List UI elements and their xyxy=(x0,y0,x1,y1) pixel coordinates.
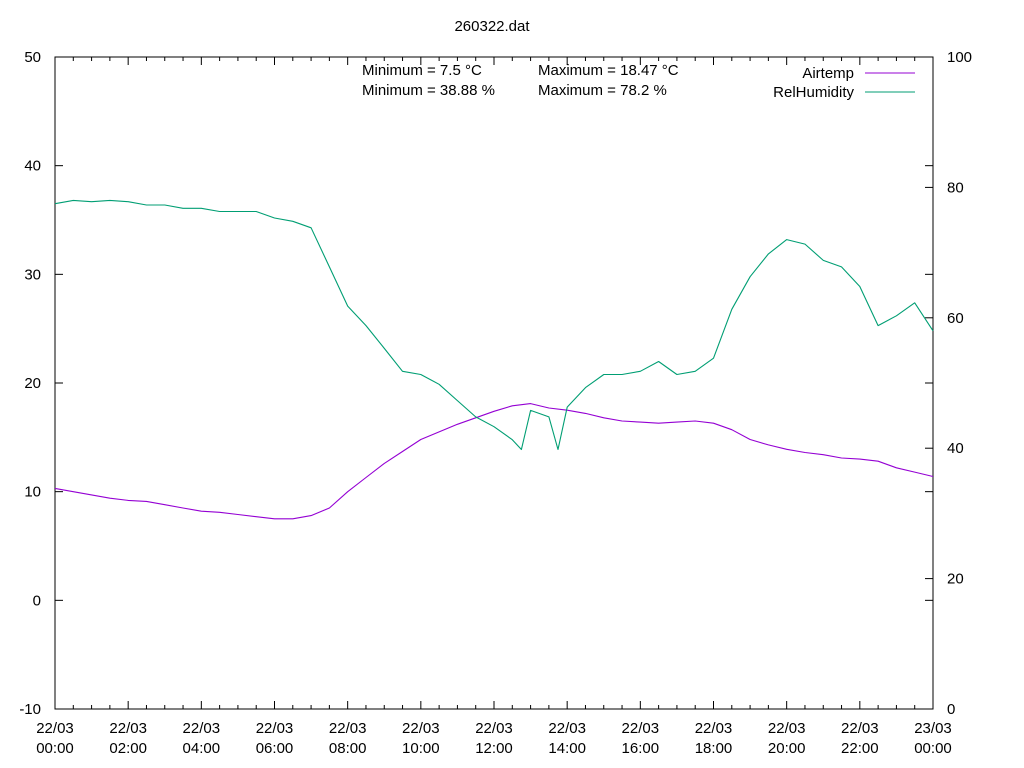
series-line-relhumidity xyxy=(54,199,934,451)
right-y-tick-label: 80 xyxy=(947,179,964,196)
annotation-temp-minimum: Minimum = 7.5 °C xyxy=(362,62,482,79)
statistics-annotations: Minimum = 7.5 °C Maximum = 18.47 °C Mini… xyxy=(362,62,679,99)
x-tick-label: 23/03 00:00 xyxy=(914,720,952,757)
series-line-airtemp xyxy=(54,403,934,520)
plot-area-border xyxy=(54,56,934,710)
left-y-tick-label: 20 xyxy=(24,375,41,392)
right-y-tick-label: 40 xyxy=(947,440,964,457)
left-y-tick-label: -10 xyxy=(19,701,41,718)
right-y-tick-label: 60 xyxy=(947,310,964,327)
legend-label-relhumidity: RelHumidity xyxy=(773,84,854,101)
left-y-tick-label: 50 xyxy=(24,49,41,66)
series-lines xyxy=(54,199,934,520)
x-tick-label: 22/03 08:00 xyxy=(329,720,367,757)
x-axis: 22/03 00:00 22/03 02:00 22/03 04:00 22/03 06:00… xyxy=(36,57,952,757)
left-y-tick-label: 0 xyxy=(33,592,41,609)
left-y-tick-label: 10 xyxy=(24,484,41,501)
annotation-humidity-minimum: Minimum = 38.88 % xyxy=(362,82,495,99)
x-tick-label: 22/03 16:00 xyxy=(622,720,660,757)
legend: Airtemp RelHumidity xyxy=(773,65,915,101)
x-tick-label: 22/03 20:00 xyxy=(768,720,806,757)
x-tick-label: 22/03 12:00 xyxy=(475,720,513,757)
left-y-tick-label: 40 xyxy=(24,158,41,175)
x-tick-label: 22/03 22:00 xyxy=(841,720,879,757)
right-y-tick-label: 100 xyxy=(947,49,972,66)
annotation-humidity-maximum: Maximum = 78.2 % xyxy=(538,82,667,99)
right-y-tick-label: 0 xyxy=(947,701,955,718)
right-y-axis: 0 20 40 60 80 100 xyxy=(925,49,972,718)
x-tick-label: 22/03 06:00 xyxy=(256,720,294,757)
legend-label-airtemp: Airtemp xyxy=(802,65,854,82)
x-tick-label: 22/03 14:00 xyxy=(548,720,586,757)
left-y-axis: -10 0 10 20 30 40 50 xyxy=(19,49,933,718)
x-tick-label: 22/03 18:00 xyxy=(695,720,733,757)
annotation-temp-maximum: Maximum = 18.47 °C xyxy=(538,62,679,79)
x-tick-label: 22/03 00:00 xyxy=(36,720,74,757)
x-tick-label: 22/03 04:00 xyxy=(183,720,221,757)
x-tick-label: 22/03 10:00 xyxy=(402,720,440,757)
x-tick-label: 22/03 02:00 xyxy=(109,720,147,757)
left-y-tick-label: 30 xyxy=(24,266,41,283)
chart-title: 260322.dat xyxy=(454,18,530,35)
right-y-tick-label: 20 xyxy=(947,571,964,588)
